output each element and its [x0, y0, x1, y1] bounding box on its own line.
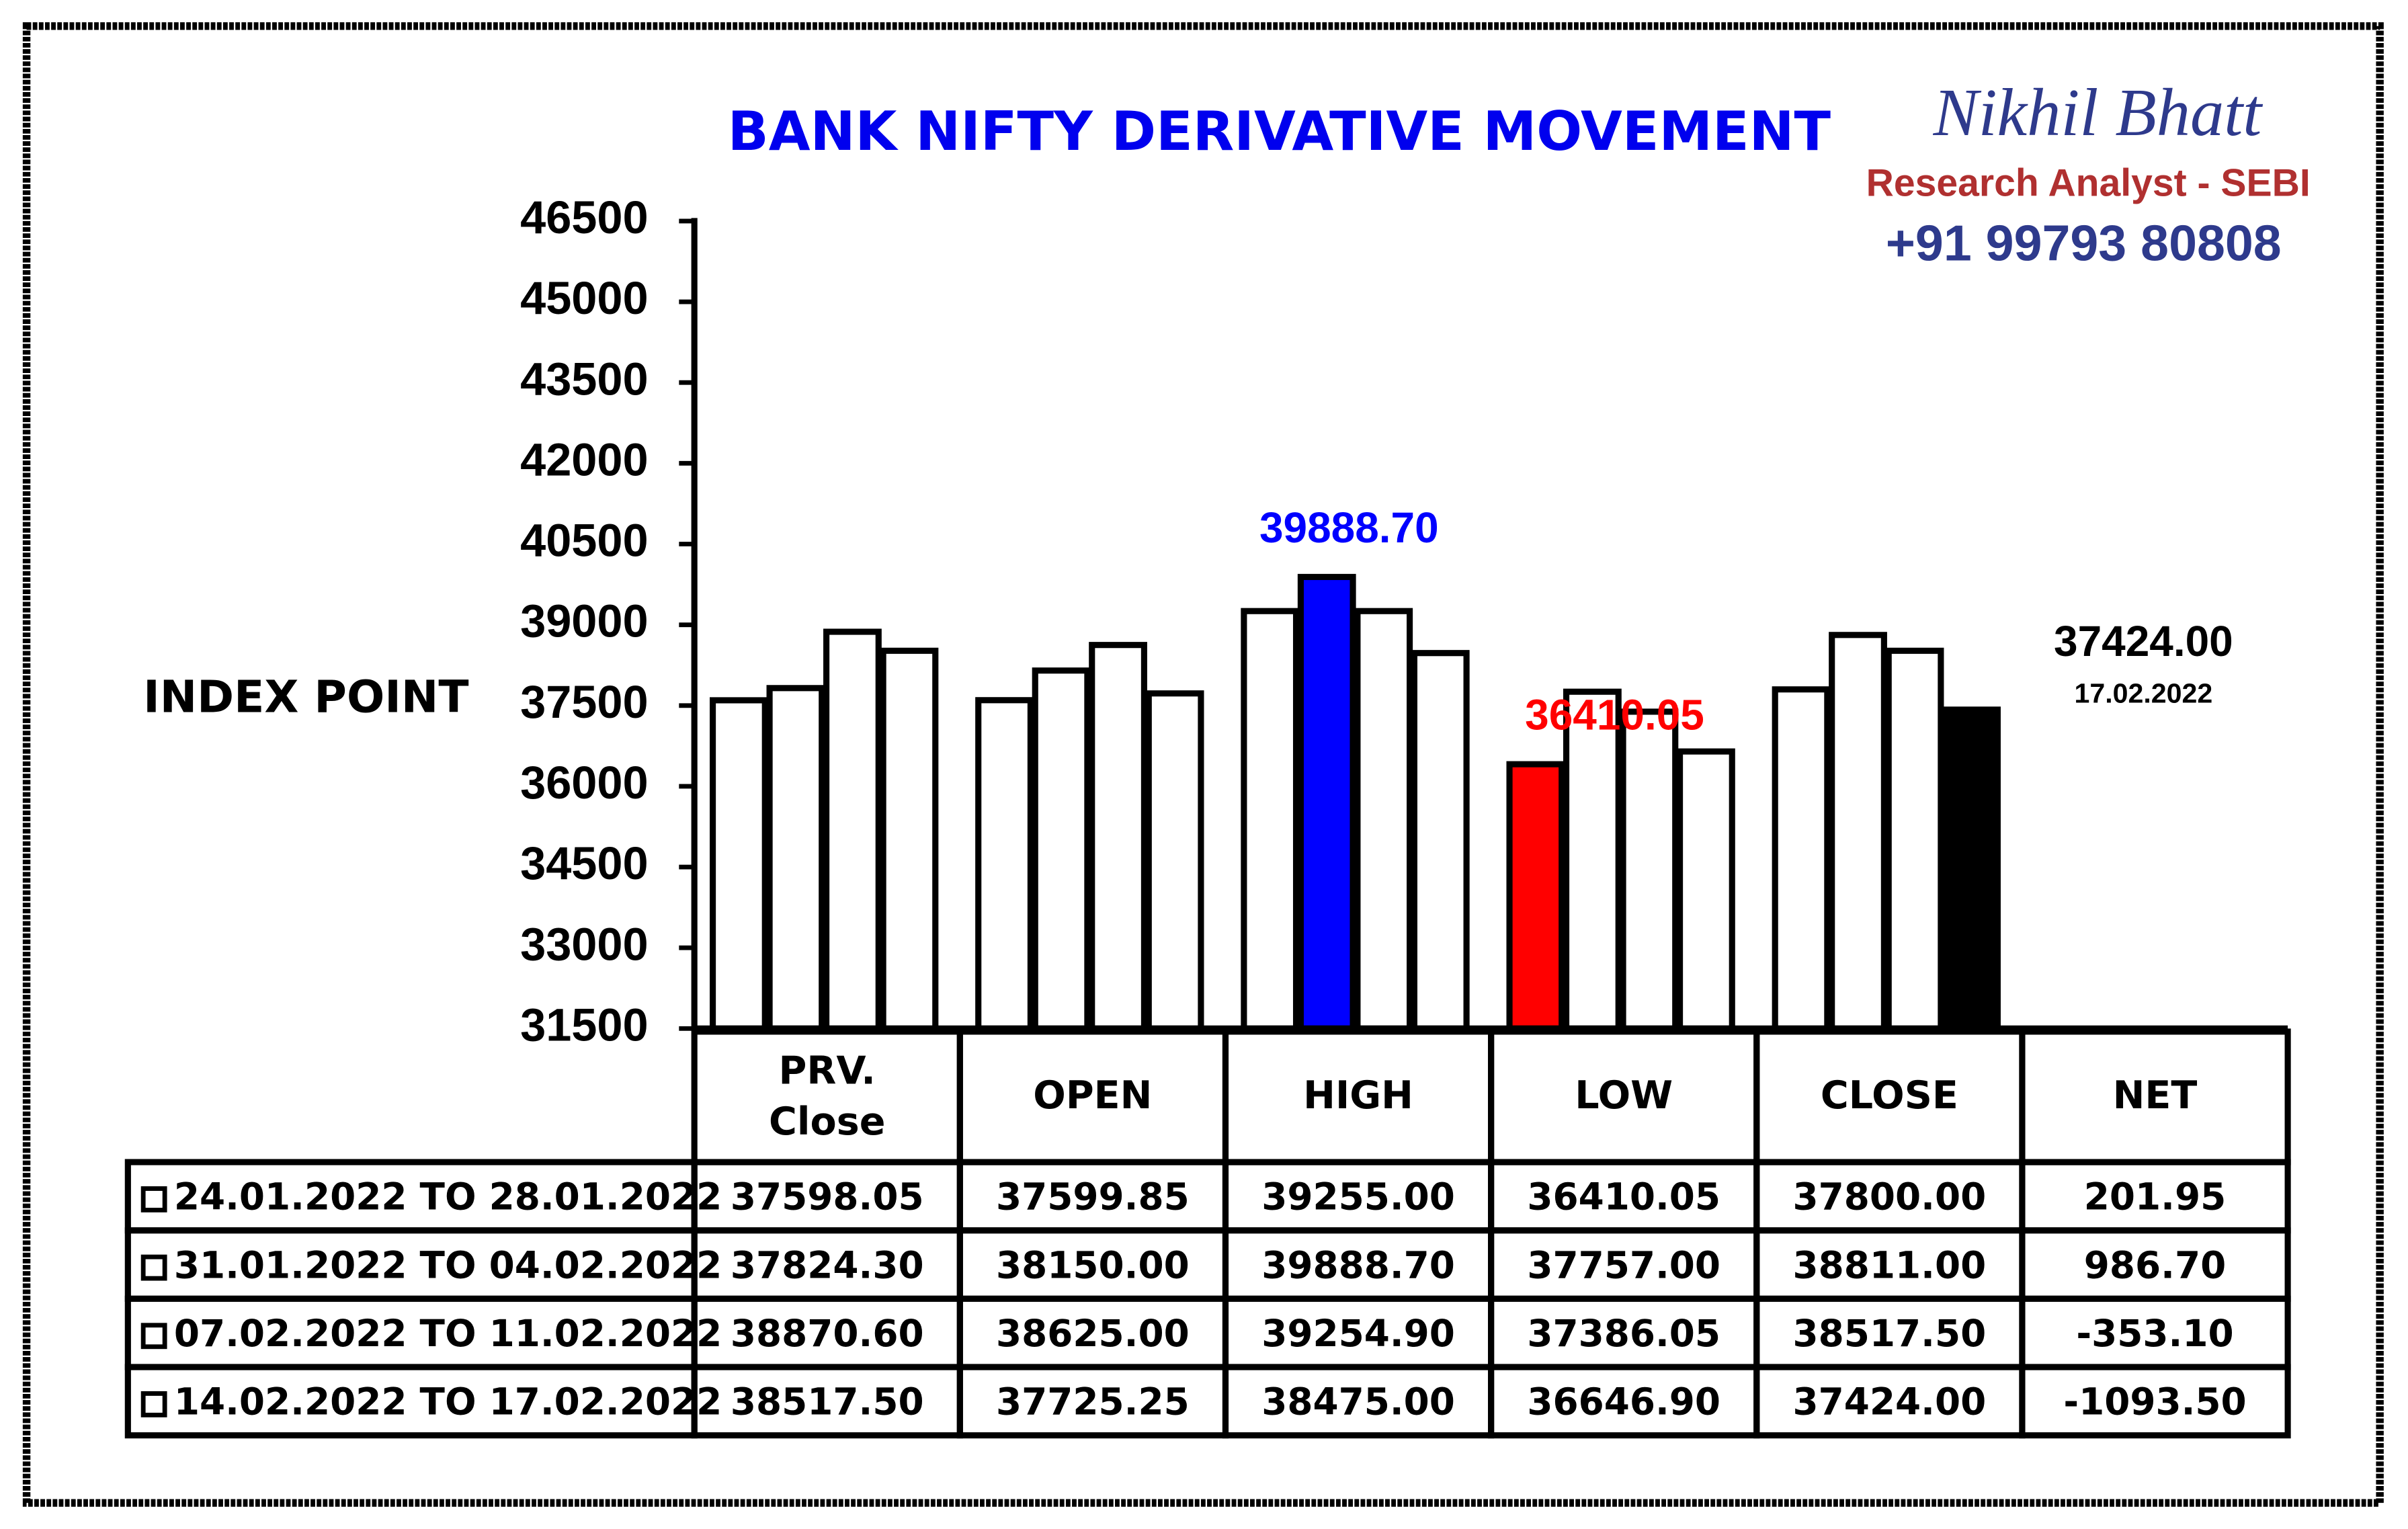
bar — [880, 647, 939, 1032]
brand-name: Nikhil Bhatt — [1933, 75, 2264, 150]
table-value: 37757.00 — [1527, 1243, 1720, 1286]
y-tick-label: 39000 — [520, 595, 649, 647]
legend-label: 07.02.2022 TO 11.02.2022 — [174, 1312, 722, 1355]
table-value: 39888.70 — [1261, 1243, 1455, 1286]
chart-title: BANK NIFTY DERIVATIVE MOVEMENT — [728, 100, 1831, 163]
bar — [1563, 688, 1622, 1032]
legend-label: 31.01.2022 TO 04.02.2022 — [174, 1243, 722, 1286]
legend-marker — [140, 1254, 167, 1281]
table-value: 38475.00 — [1261, 1380, 1455, 1423]
table-value: 36646.90 — [1527, 1380, 1720, 1423]
header-cell: NET — [2112, 1073, 2198, 1118]
header-cell: PRV. Close — [769, 1048, 886, 1143]
table-net: 201.95 — [2084, 1175, 2226, 1218]
y-tick-label: 42000 — [520, 433, 649, 485]
table-value: 38811.00 — [1793, 1243, 1987, 1286]
frame — [22, 22, 2384, 1507]
table-value: 37424.00 — [1793, 1380, 1987, 1423]
y-tick-label: 36000 — [520, 757, 649, 809]
bar — [1942, 706, 2001, 1032]
bar — [1772, 686, 1831, 1032]
y-tick-label: 43500 — [520, 353, 649, 405]
header-cell: OPEN — [1033, 1073, 1153, 1118]
y-tick-label: 33000 — [520, 918, 649, 970]
column-header: NET — [2112, 1073, 2198, 1118]
table-value: 38517.50 — [1793, 1312, 1987, 1355]
bar — [710, 697, 768, 1032]
bar — [1297, 573, 1356, 1032]
table-value: 39255.00 — [1261, 1175, 1455, 1218]
brand-role: Research Analyst - SEBI — [1866, 161, 2311, 204]
bar — [1506, 761, 1565, 1032]
legend-marker — [140, 1186, 167, 1212]
bar — [1677, 748, 1735, 1032]
table-value: 37800.00 — [1793, 1175, 1987, 1218]
bar — [1089, 642, 1147, 1032]
header-cell: CLOSE — [1820, 1073, 1958, 1118]
table-value: 39254.90 — [1261, 1312, 1455, 1355]
bar — [1354, 608, 1413, 1032]
column-header: LOW — [1575, 1073, 1673, 1118]
table-value: 38517.50 — [731, 1380, 924, 1423]
bar — [1620, 708, 1679, 1032]
table-value: 38870.60 — [731, 1312, 924, 1355]
bar — [1241, 608, 1300, 1032]
table-net: 986.70 — [2084, 1243, 2226, 1286]
bar — [1411, 650, 1470, 1032]
annotation-note: 17.02.2022 — [2075, 678, 2213, 709]
column-header: PRV. Close — [769, 1048, 886, 1143]
y-tick-label: 31500 — [520, 999, 649, 1050]
bar — [823, 628, 882, 1032]
legend-marker — [140, 1391, 167, 1417]
y-tick-label: 40500 — [520, 515, 649, 567]
table-value: 37599.85 — [996, 1175, 1190, 1218]
y-tick-label: 34500 — [520, 837, 649, 889]
table-net: -1093.50 — [2063, 1380, 2246, 1423]
bar — [1885, 647, 1944, 1032]
table-cell — [2019, 1364, 2291, 1439]
table-value: 37725.25 — [996, 1380, 1190, 1423]
bar — [975, 697, 1034, 1032]
bar — [1032, 667, 1091, 1032]
table-value: 37386.05 — [1527, 1312, 1720, 1355]
column-header: HIGH — [1303, 1073, 1413, 1118]
column-header: CLOSE — [1820, 1073, 1958, 1118]
header-cell: HIGH — [1303, 1073, 1413, 1118]
y-tick-label: 46500 — [520, 192, 649, 243]
legend-label: 24.01.2022 TO 28.01.2022 — [174, 1175, 722, 1218]
table-net: -353.10 — [2076, 1312, 2233, 1355]
y-tick-label: 45000 — [520, 272, 649, 324]
table-value: 36410.05 — [1527, 1175, 1720, 1218]
annotation: 37424.00 — [2054, 617, 2233, 665]
table-value: 38625.00 — [996, 1312, 1190, 1355]
table-value: 38150.00 — [996, 1243, 1190, 1286]
legend-marker — [140, 1323, 167, 1350]
y-axis-title: INDEX POINT — [143, 671, 468, 723]
brand-phone: +91 99793 80808 — [1886, 215, 2282, 272]
annotation: 36410.05 — [1525, 690, 1704, 739]
table-value: 37598.05 — [731, 1175, 924, 1218]
table-value: 37824.30 — [731, 1243, 924, 1286]
column-header: OPEN — [1033, 1073, 1153, 1118]
y-tick-label: 37500 — [520, 676, 649, 728]
bar — [1829, 632, 1887, 1032]
header-cell: LOW — [1575, 1073, 1673, 1118]
bar — [1145, 690, 1204, 1032]
legend-label: 14.02.2022 TO 17.02.2022 — [174, 1380, 722, 1423]
annotation: 39888.70 — [1259, 503, 1439, 552]
bar — [766, 685, 825, 1032]
